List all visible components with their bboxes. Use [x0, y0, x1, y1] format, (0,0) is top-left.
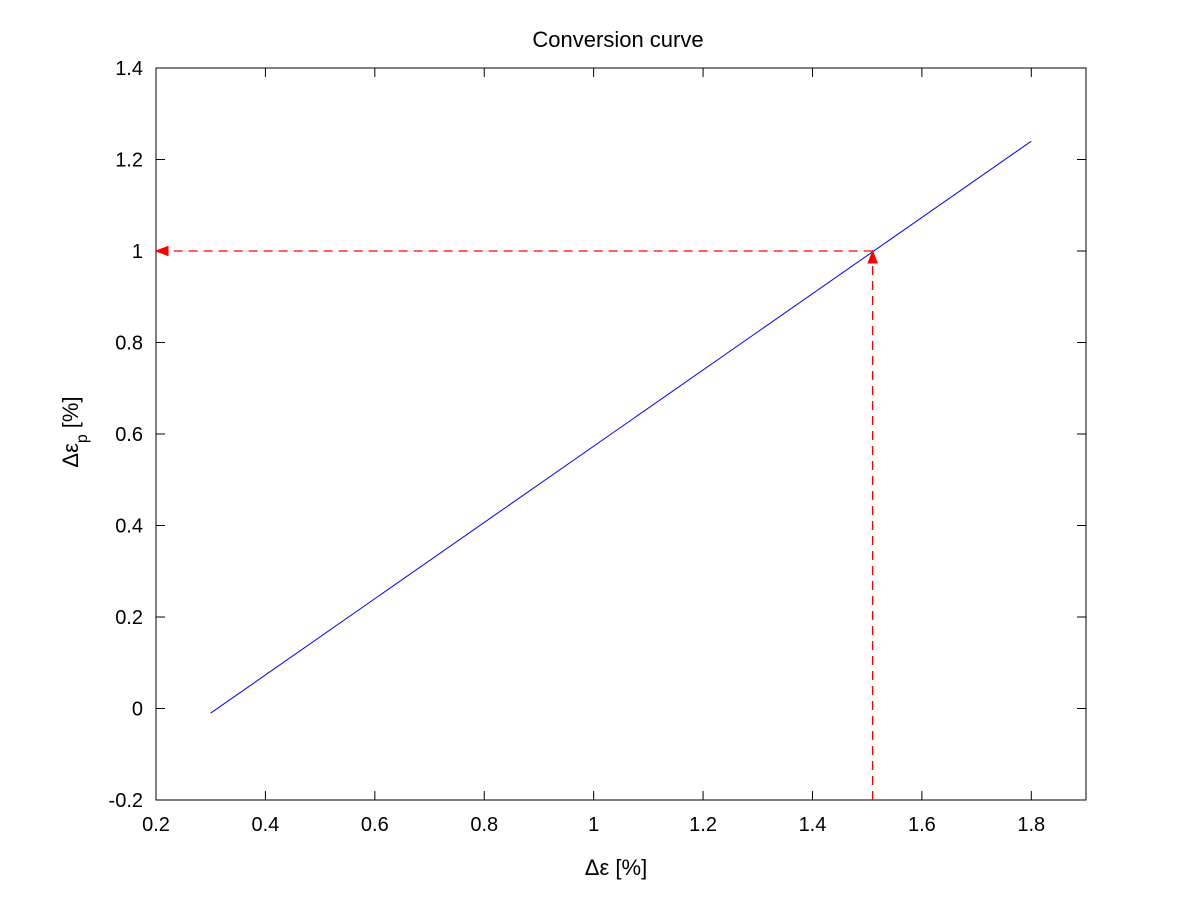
y-tick-label: 0.4: [115, 516, 143, 538]
y-tick-label: 1.4: [115, 58, 143, 80]
y-tick-label: 1: [132, 241, 143, 263]
y-tick-label: 1.2: [115, 150, 143, 172]
y-tick-label: 0.2: [115, 607, 143, 629]
x-tick-label: 1.8: [1017, 814, 1045, 836]
x-tick-label: 0.4: [252, 814, 280, 836]
y-axis-label-main: Δε: [58, 443, 83, 468]
chart-title: Conversion curve: [532, 27, 703, 52]
y-axis-label-unit: [%]: [58, 396, 83, 428]
x-tick-label: 0.2: [142, 814, 170, 836]
x-tick-label: 1: [588, 814, 599, 836]
y-axis-label: Δεp [%]: [58, 396, 91, 467]
annotation-arrowhead: [154, 245, 169, 257]
plot-area: 0.2 0.4 0.6 0.8 1 1.2 1.4 1.6 1.8 -0.2 0 0.2 0.4 0.6 0…: [109, 58, 1087, 836]
x-axis-label: Δε [%]: [585, 855, 647, 880]
y-tick-label: 0.6: [115, 424, 143, 446]
annotation-arrowhead: [867, 249, 878, 264]
series-line: [210, 140, 1032, 714]
y-tick-label: 0.8: [115, 333, 143, 355]
x-tick-label: 0.6: [361, 814, 389, 836]
x-tick-label: 1.6: [908, 814, 936, 836]
y-tick-label: 0: [132, 699, 143, 721]
x-tick-label: 0.8: [470, 814, 498, 836]
y-axis-label-sub: p: [74, 434, 91, 443]
x-tick-label: 1.4: [799, 814, 827, 836]
y-tick-label: -0.2: [109, 790, 143, 812]
x-tick-label: 1.2: [689, 814, 717, 836]
